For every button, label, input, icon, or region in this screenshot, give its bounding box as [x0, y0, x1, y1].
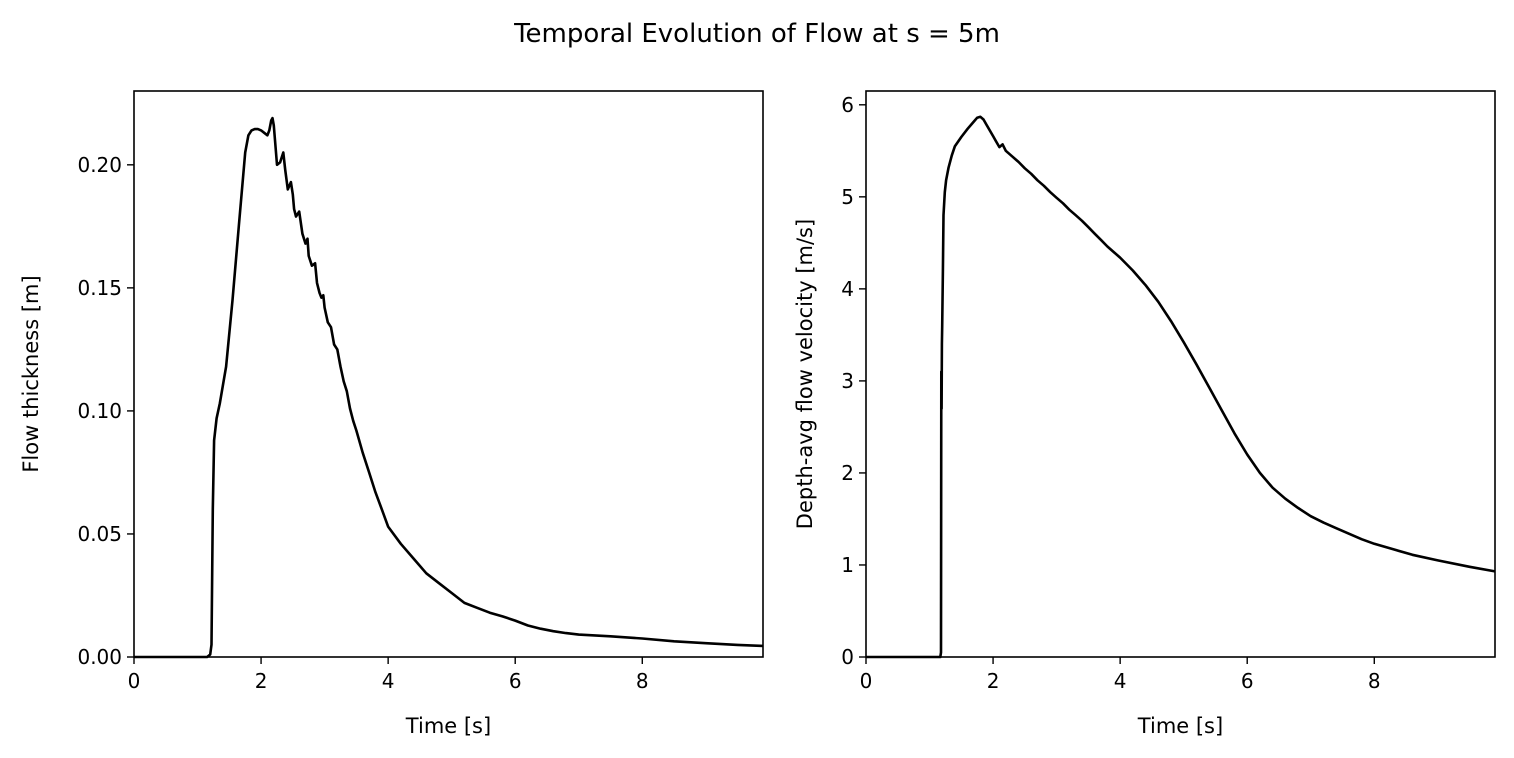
thickness-y-tick-label: 0.00: [77, 645, 122, 669]
thickness-y-tick-label: 0.20: [77, 153, 122, 177]
thickness-series-line-0: [134, 116, 764, 659]
velocity-y-axis-label: Depth-avg flow velocity [m/s]: [793, 219, 817, 529]
velocity-x-tick-label: 8: [1368, 669, 1381, 693]
thickness-y-axis-label: Flow thickness [m]: [19, 275, 43, 472]
velocity-x-tick-label: 4: [1114, 669, 1127, 693]
velocity-y-tick-label: 4: [841, 277, 854, 301]
velocity-y-tick-label: 1: [841, 553, 854, 577]
velocity-plot-frame: [865, 90, 1496, 658]
velocity-x-tick-label: 0: [860, 669, 873, 693]
velocity-y-tick-label: 5: [841, 185, 854, 209]
thickness-x-axis-label: Time [s]: [405, 714, 491, 738]
thickness-y-tick-label: 0.15: [77, 276, 122, 300]
thickness-plot-frame: [133, 90, 764, 658]
thickness-panel: 0 2 4 6 8 0.00 0.05 0.10 0.15 0.20 Time [s] Flow th…: [19, 90, 764, 738]
velocity-y-tick-label: 3: [841, 369, 854, 393]
thickness-x-tick-label: 2: [255, 669, 268, 693]
thickness-y-tick-label: 0.10: [77, 399, 122, 423]
thickness-x-tick-label: 6: [509, 669, 522, 693]
velocity-y-tick-label: 0: [841, 645, 854, 669]
thickness-y-tick-label: 0.05: [77, 522, 122, 546]
velocity-panel: 0 2 4 6 8 0 1 2 3 4 5 6 Time [s] Depth-avg flow veloc…: [793, 90, 1496, 738]
thickness-x-tick-label: 4: [382, 669, 395, 693]
velocity-y-tick-label: 2: [841, 461, 854, 485]
thickness-x-tick-label: 8: [636, 669, 649, 693]
thickness-x-tick-label: 0: [128, 669, 141, 693]
figure-title: Temporal Evolution of Flow at s = 5m: [513, 19, 1000, 49]
velocity-series-line-0: [866, 115, 1496, 659]
velocity-y-tick-label: 6: [841, 93, 854, 117]
velocity-x-axis-label: Time [s]: [1137, 714, 1223, 738]
velocity-x-tick-label: 2: [987, 669, 1000, 693]
velocity-x-tick-label: 6: [1241, 669, 1254, 693]
